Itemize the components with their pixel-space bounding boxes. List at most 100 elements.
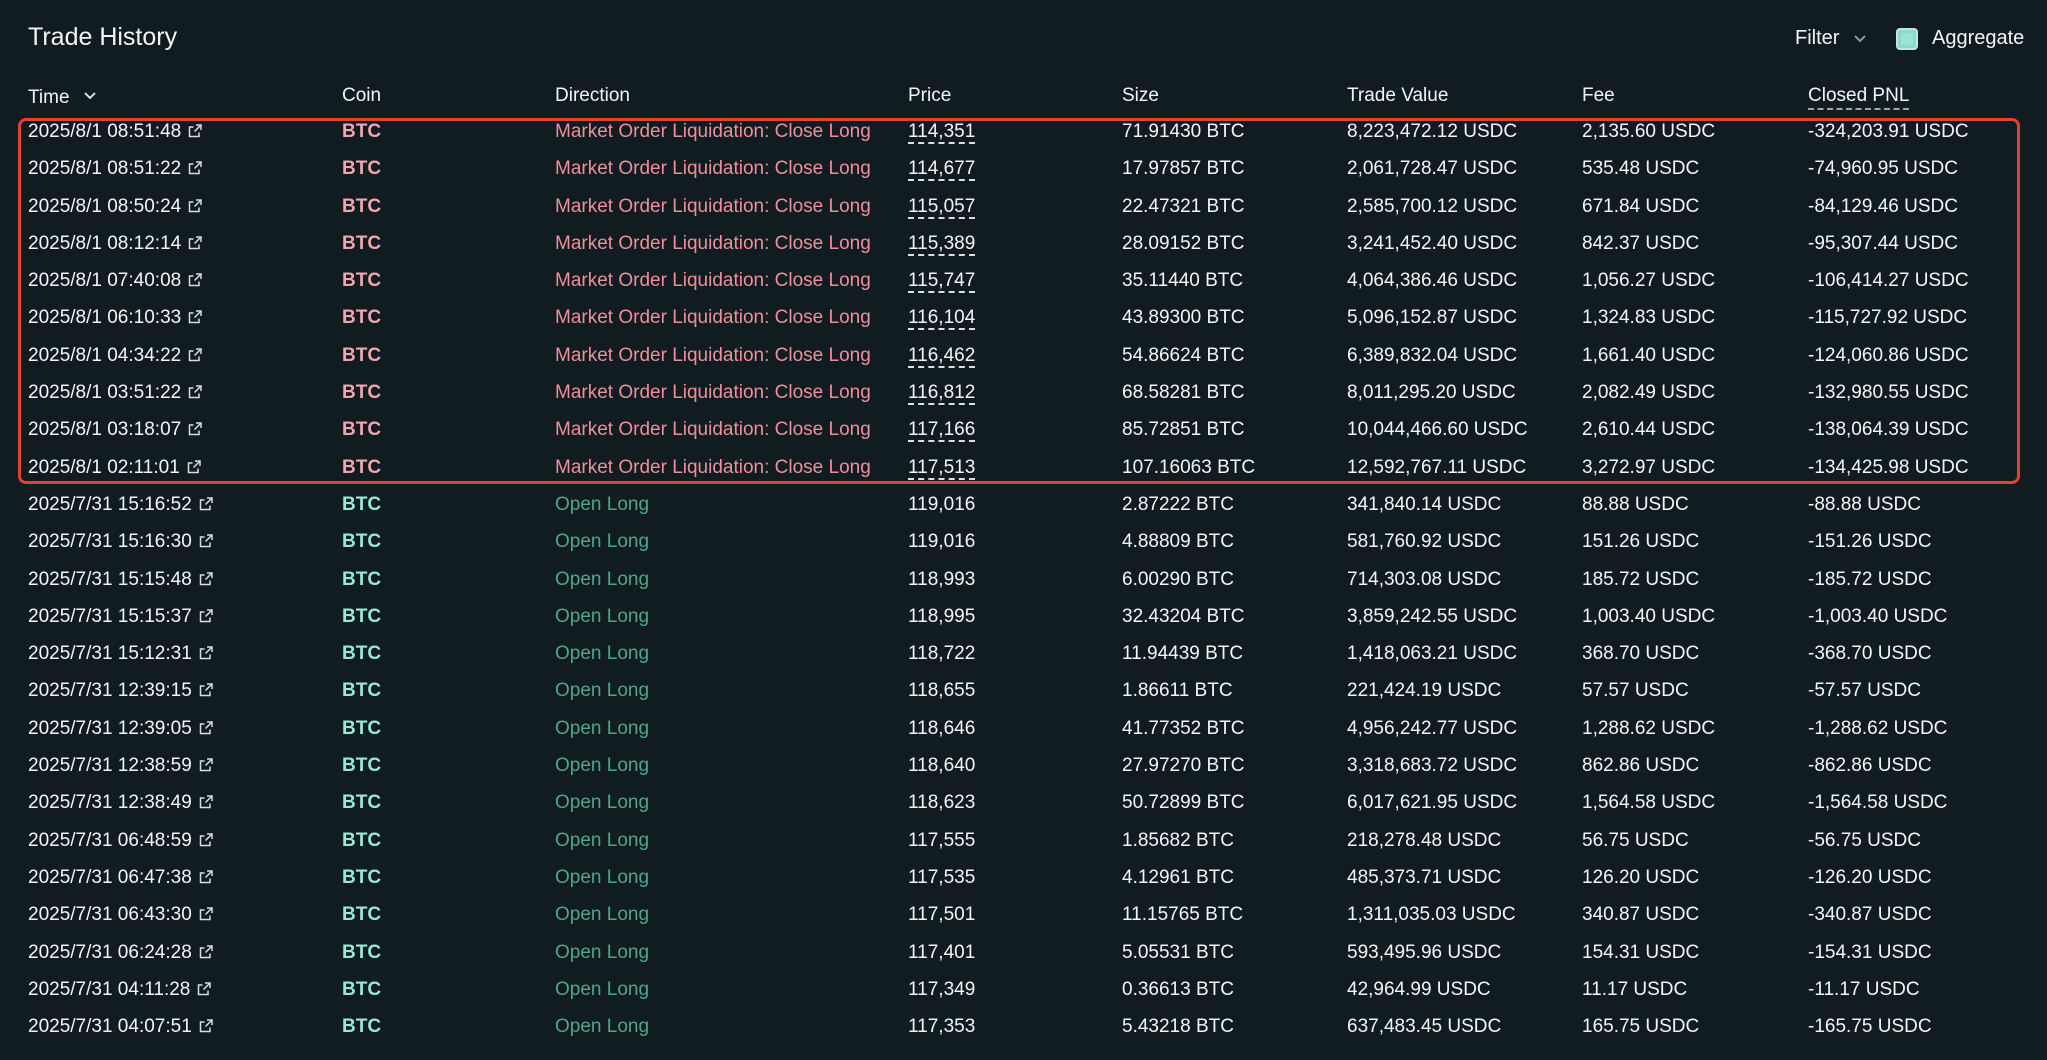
time-cell[interactable]: 2025/7/31 12:38:49 — [28, 792, 214, 816]
price-cell[interactable]: 115,747 — [908, 270, 976, 294]
coin-cell[interactable]: BTC — [342, 493, 382, 515]
price-cell[interactable]: 116,462 — [908, 344, 976, 368]
coin-cell[interactable]: BTC — [342, 904, 382, 926]
price-cell[interactable]: 117,166 — [908, 419, 976, 443]
time-cell[interactable]: 2025/8/1 08:51:22 — [28, 158, 203, 182]
coin-cell[interactable]: BTC — [342, 941, 382, 963]
trade-value-cell: 2,061,728.47 USDC — [1347, 158, 1518, 180]
coin-cell[interactable]: BTC — [342, 456, 382, 478]
external-link-icon[interactable] — [198, 1018, 214, 1040]
external-link-icon[interactable] — [187, 123, 203, 145]
time-cell[interactable]: 2025/7/31 15:12:31 — [28, 643, 214, 667]
coin-cell[interactable]: BTC — [342, 121, 382, 142]
external-link-icon[interactable] — [186, 459, 202, 481]
time-cell[interactable]: 2025/7/31 12:38:59 — [28, 755, 214, 779]
external-link-icon[interactable] — [198, 869, 214, 891]
time-cell[interactable]: 2025/8/1 04:34:22 — [28, 345, 203, 369]
external-link-icon[interactable] — [187, 235, 203, 257]
coin-cell[interactable]: BTC — [342, 717, 382, 739]
time-cell[interactable]: 2025/7/31 06:24:28 — [28, 942, 214, 966]
coin-cell[interactable]: BTC — [342, 419, 382, 441]
external-link-icon[interactable] — [187, 347, 203, 369]
coin-cell[interactable]: BTC — [342, 866, 382, 888]
price-value: 116,462 — [908, 344, 976, 368]
time-cell[interactable]: 2025/7/31 12:39:15 — [28, 680, 214, 704]
coin-cell[interactable]: BTC — [342, 531, 382, 553]
external-link-icon[interactable] — [198, 832, 214, 854]
price-cell[interactable]: 116,812 — [908, 382, 976, 406]
price-cell[interactable]: 115,389 — [908, 232, 976, 256]
time-cell[interactable]: 2025/8/1 02:11:01 — [28, 457, 202, 481]
coin-cell[interactable]: BTC — [342, 792, 382, 814]
coin-cell[interactable]: BTC — [342, 605, 382, 627]
time-cell[interactable]: 2025/7/31 15:16:52 — [28, 494, 214, 518]
external-link-icon[interactable] — [198, 906, 214, 928]
price-cell[interactable]: 114,677 — [908, 158, 976, 182]
time-cell[interactable]: 2025/7/31 12:39:05 — [28, 718, 214, 742]
time-cell[interactable]: 2025/8/1 08:12:14 — [28, 233, 203, 257]
coin-cell[interactable]: BTC — [342, 680, 382, 702]
time-cell[interactable]: 2025/7/31 15:15:37 — [28, 606, 214, 630]
time-cell[interactable]: 2025/7/31 06:47:38 — [28, 867, 214, 891]
time-cell[interactable]: 2025/7/31 15:16:30 — [28, 531, 214, 555]
time-cell[interactable]: 2025/7/31 04:07:51 — [28, 1016, 214, 1040]
coin-cell[interactable]: BTC — [342, 568, 382, 590]
external-link-icon[interactable] — [187, 384, 203, 406]
time-cell[interactable]: 2025/7/31 06:48:59 — [28, 830, 214, 854]
aggregate-checkbox[interactable] — [1896, 27, 1918, 50]
external-link-icon[interactable] — [198, 496, 214, 518]
coin-cell[interactable]: BTC — [342, 307, 382, 329]
coin-cell[interactable]: BTC — [342, 643, 382, 665]
external-link-icon[interactable] — [187, 198, 203, 220]
time-cell[interactable]: 2025/8/1 03:18:07 — [28, 419, 203, 443]
external-link-icon[interactable] — [187, 160, 203, 182]
filter-dropdown[interactable]: Filter — [1795, 27, 1867, 50]
coin-cell[interactable]: BTC — [342, 978, 382, 1000]
coin-cell[interactable]: BTC — [342, 195, 382, 217]
column-header-closed-pnl[interactable]: Closed PNL — [1808, 85, 1910, 110]
external-link-icon[interactable] — [196, 981, 212, 1003]
coin-cell[interactable]: BTC — [342, 158, 382, 180]
external-link-icon[interactable] — [198, 645, 214, 667]
aggregate-toggle[interactable]: Aggregate — [1896, 27, 2024, 50]
time-cell[interactable]: 2025/7/31 06:43:30 — [28, 904, 214, 928]
external-link-icon[interactable] — [198, 608, 214, 630]
time-cell[interactable]: 2025/8/1 08:51:48 — [28, 121, 203, 145]
table-row: 2025/8/1 04:34:22 BTC Market Order Liquida… — [0, 338, 2047, 375]
coin-cell[interactable]: BTC — [342, 382, 382, 404]
time-cell[interactable]: 2025/7/31 04:11:28 — [28, 979, 212, 1003]
price-cell[interactable]: 116,104 — [908, 307, 976, 331]
closed-pnl-cell: -132,980.55 USDC — [1808, 382, 1969, 404]
price-cell[interactable]: 115,057 — [908, 195, 976, 219]
external-link-icon[interactable] — [198, 757, 214, 779]
external-link-icon[interactable] — [198, 720, 214, 742]
external-link-icon[interactable] — [198, 682, 214, 704]
column-header-size: Size — [1122, 85, 1159, 106]
external-link-icon[interactable] — [187, 309, 203, 331]
external-link-icon[interactable] — [198, 794, 214, 816]
closed-pnl-cell: -115,727.92 USDC — [1808, 307, 1968, 329]
coin-cell[interactable]: BTC — [342, 232, 382, 254]
price-cell: 118,655 — [908, 680, 975, 702]
external-link-icon[interactable] — [187, 421, 203, 443]
time-cell[interactable]: 2025/8/1 07:40:08 — [28, 270, 203, 294]
external-link-icon[interactable] — [187, 272, 203, 294]
price-cell[interactable]: 117,513 — [908, 456, 976, 480]
time-cell[interactable]: 2025/8/1 03:51:22 — [28, 382, 203, 406]
external-link-icon[interactable] — [198, 944, 214, 966]
coin-cell[interactable]: BTC — [342, 1016, 382, 1038]
coin-cell[interactable]: BTC — [342, 344, 382, 366]
external-link-icon[interactable] — [198, 571, 214, 593]
external-link-icon[interactable] — [198, 533, 214, 555]
size-cell: 107.16063 BTC — [1122, 456, 1256, 478]
time-cell[interactable]: 2025/8/1 08:50:24 — [28, 196, 203, 220]
column-header-time[interactable]: Time — [28, 85, 97, 109]
time-cell[interactable]: 2025/8/1 06:10:33 — [28, 307, 203, 331]
price-cell[interactable]: 114,351 — [908, 121, 976, 144]
time-cell[interactable]: 2025/7/31 15:15:48 — [28, 569, 214, 593]
direction-cell: Market Order Liquidation: Close Long — [555, 232, 871, 254]
coin-cell[interactable]: BTC — [342, 829, 382, 851]
coin-cell[interactable]: BTC — [342, 270, 382, 292]
coin-cell[interactable]: BTC — [342, 755, 382, 777]
trade-history-table: Time Coin Direction Price Size Trade Val… — [0, 80, 2047, 1046]
